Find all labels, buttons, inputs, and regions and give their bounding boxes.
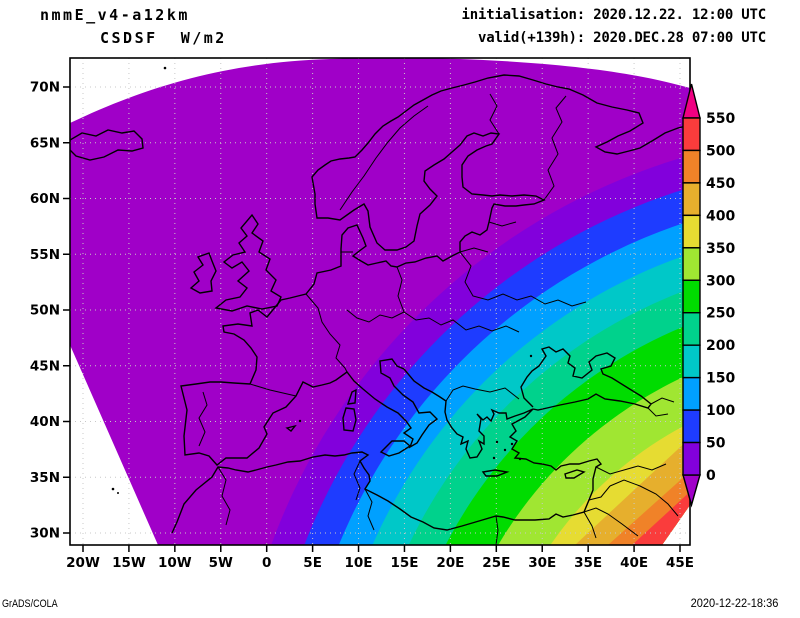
x-tick-label: 45E: [666, 555, 694, 571]
colorbar-label: 500: [706, 143, 735, 159]
colorbar-label: 50: [706, 436, 726, 452]
creation-timestamp: 2020-12-22-18:36: [690, 596, 778, 610]
colorbar-label: 100: [706, 403, 735, 419]
map-lines: [70, 66, 690, 545]
x-tick-label: 5E: [303, 555, 322, 571]
colorbar-segment: [682, 214, 701, 249]
coastline-black-sea: [520, 346, 652, 411]
y-tick-label: 65N: [30, 135, 60, 151]
init-time-label: initialisation: 2020.12.22. 12:00 UTC: [461, 7, 767, 23]
grads-credit: GrADS/COLA: [2, 598, 58, 610]
x-tick-label: 10W: [158, 555, 192, 571]
colorbar-segment: [682, 409, 701, 444]
y-tick-label: 45N: [30, 358, 60, 374]
colorbar-label: 250: [706, 306, 735, 322]
colorbar-label: 300: [706, 273, 735, 289]
y-tick-label: 55N: [30, 247, 60, 263]
x-tick-label: 25E: [482, 555, 510, 571]
coastline-atlantic-baltic: [222, 74, 690, 385]
colorbar-label: 150: [706, 371, 735, 387]
colorbar-segment: [682, 247, 701, 281]
x-tick-label: 0: [262, 555, 271, 571]
x-tick-label: 40E: [620, 555, 648, 571]
x-tick-label: 15W: [112, 555, 146, 571]
colorbar-segment: [682, 117, 701, 152]
x-tick-label: 15E: [390, 555, 418, 571]
colorbar-label: 400: [706, 208, 735, 224]
x-tick-label: 35E: [574, 555, 602, 571]
x-axis: 20W 15W 10W 5W 0 5E 10E 15E 20E 25E 30E 35E 40E 45E: [66, 545, 694, 571]
field-title: CSDSF W/m2: [100, 29, 227, 47]
x-tick-label: 30E: [528, 555, 556, 571]
colorbar-segment: [682, 344, 701, 379]
colorbar-segment: [682, 312, 701, 346]
model-title: nmmE_v4-a12km: [40, 6, 190, 24]
colorbar-segment: [682, 149, 701, 184]
country-borders: [198, 93, 679, 545]
colorbar-segment: [682, 279, 701, 314]
colorbar-label: 200: [706, 338, 735, 354]
y-tick-label: 60N: [30, 191, 60, 207]
colorbar-segment: [682, 182, 701, 217]
x-tick-label: 10E: [345, 555, 373, 571]
colorbar-segment: [682, 376, 701, 411]
colorbar-label: 550: [706, 111, 735, 127]
colorbar-label: 350: [706, 241, 735, 257]
valid-time-label: valid(+139h): 2020.DEC.28 07:00 UTC: [477, 30, 766, 46]
colorbar-segment: [682, 441, 701, 476]
shaded-flux-field: [70, 58, 690, 545]
small-island-dots: [111, 66, 533, 494]
x-tick-label: 20E: [436, 555, 464, 571]
y-tick-label: 30N: [30, 526, 60, 542]
colorbar-label: 0: [706, 468, 716, 484]
y-tick-label: 35N: [30, 470, 60, 486]
y-tick-label: 50N: [30, 303, 60, 319]
coastline-islands: [70, 129, 586, 479]
y-tick-label: 40N: [30, 414, 60, 430]
x-tick-label: 5W: [209, 555, 233, 571]
x-tick-label: 20W: [66, 555, 100, 571]
y-axis: 70N 65N 60N 55N 50N 45N 40N 35N 30N: [30, 80, 70, 542]
y-tick-label: 70N: [30, 80, 60, 96]
colorbar-label: 450: [706, 176, 735, 192]
